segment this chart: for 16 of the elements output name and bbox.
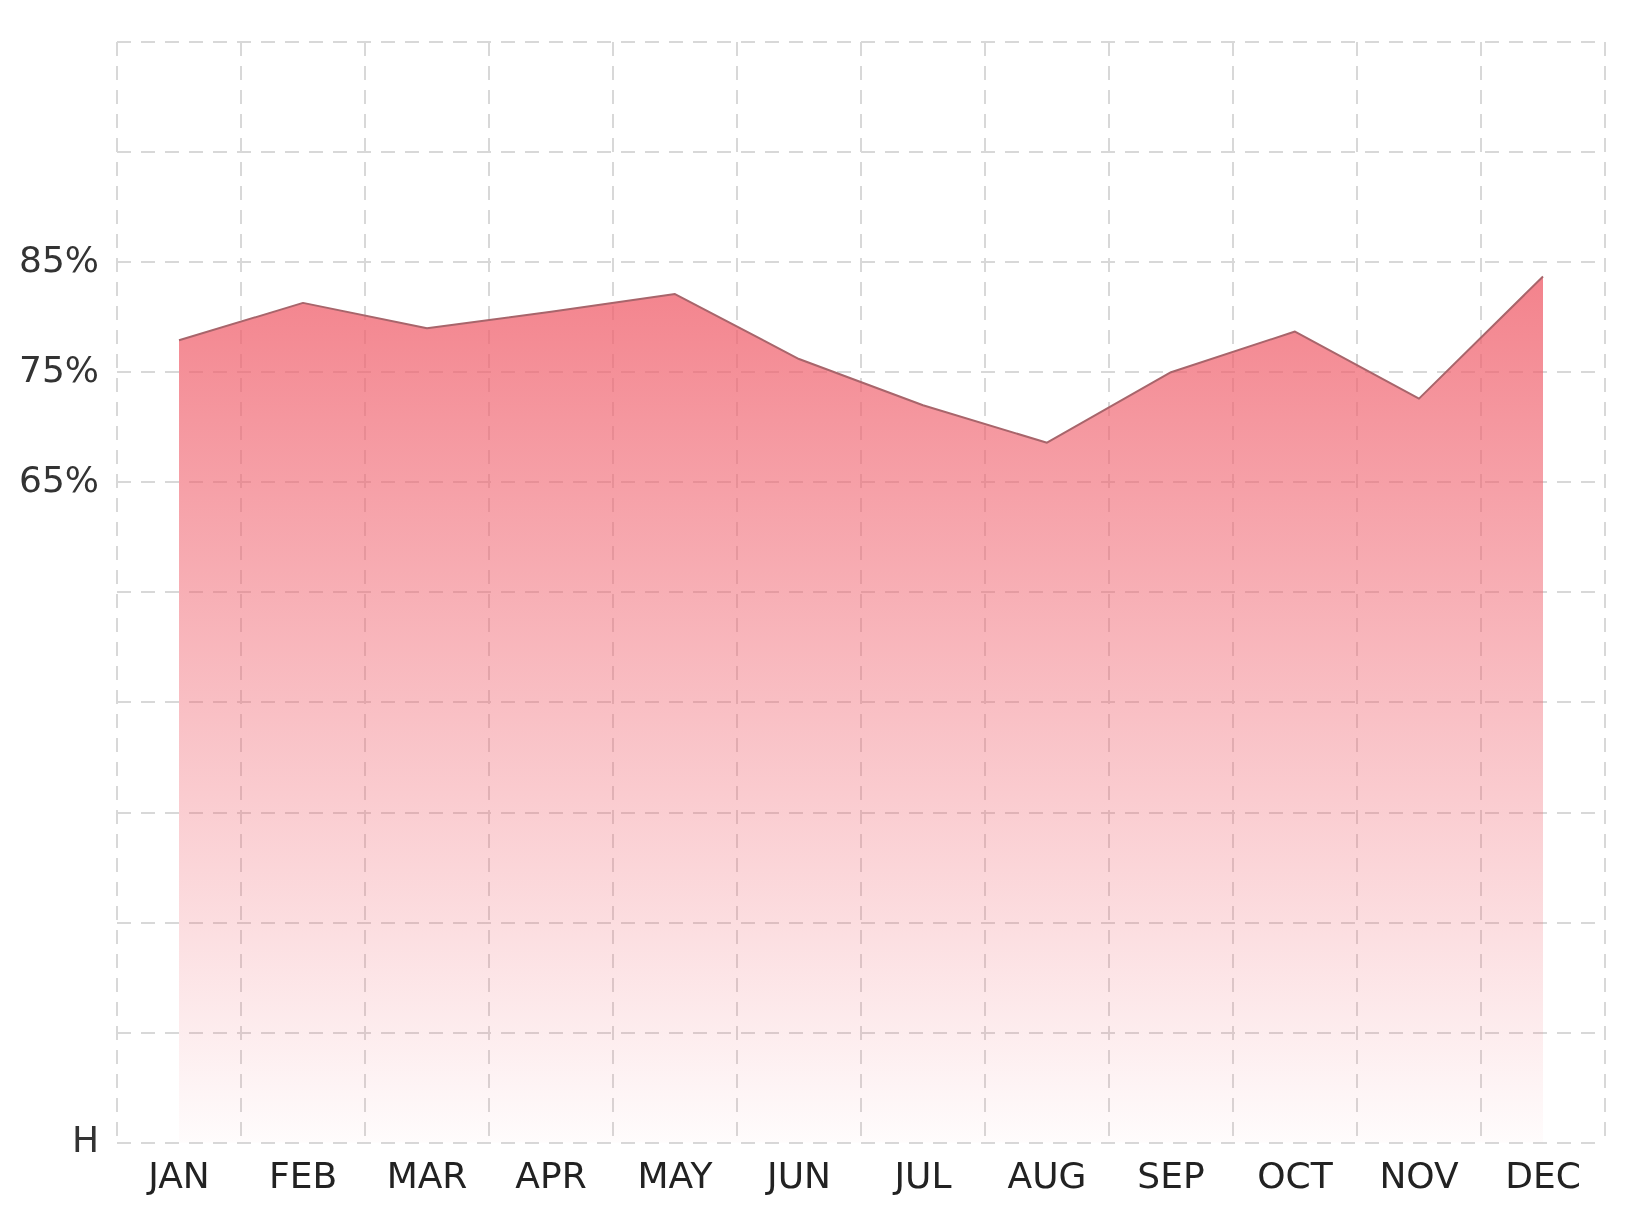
x-tick-label: MAR: [386, 1154, 468, 1196]
x-tick-label: OCT: [1257, 1154, 1334, 1196]
x-tick-label: MAY: [637, 1154, 714, 1196]
x-tick-label: JUN: [765, 1154, 831, 1196]
y-tick-label: H: [71, 1119, 99, 1161]
x-tick-label: SEP: [1137, 1154, 1205, 1196]
x-tick-label: FEB: [268, 1154, 338, 1196]
y-tick-label: 65%: [18, 458, 99, 500]
y-tick-label: 85%: [18, 238, 99, 280]
x-tick-label: AUG: [1007, 1154, 1087, 1196]
x-tick-label: JAN: [146, 1154, 210, 1196]
x-tick-label: APR: [515, 1154, 587, 1196]
x-tick-label: JUL: [892, 1154, 952, 1196]
x-tick-label: DEC: [1505, 1154, 1581, 1196]
x-tick-label: NOV: [1379, 1154, 1459, 1196]
y-tick-label: 75%: [18, 348, 99, 390]
